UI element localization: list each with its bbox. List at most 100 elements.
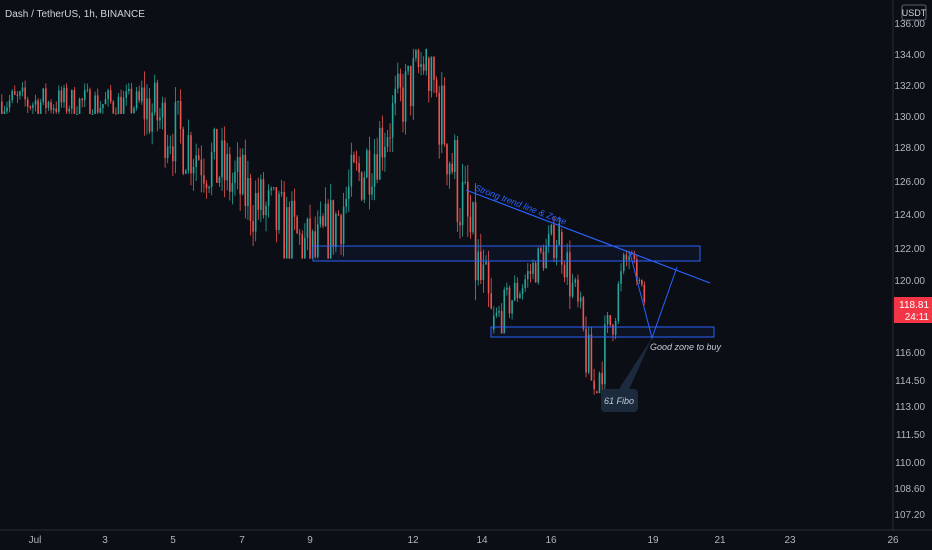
candle-body <box>582 297 585 329</box>
candle-body <box>16 94 19 96</box>
candle-body <box>1 101 3 114</box>
candle-body <box>115 113 117 115</box>
candle-body <box>133 107 135 114</box>
candle-body <box>529 271 532 274</box>
candle-body <box>112 101 115 114</box>
resistance-zone[interactable] <box>312 245 701 262</box>
candle-body <box>102 104 104 109</box>
candle-body <box>278 193 280 230</box>
candle-body <box>402 87 404 122</box>
candle-body <box>404 71 407 122</box>
candle-body <box>593 380 595 389</box>
fibo-callout-box[interactable] <box>601 389 638 412</box>
candle-body <box>187 135 190 171</box>
candle-body <box>628 256 630 260</box>
candle-body <box>146 98 148 120</box>
candle-body <box>503 289 506 334</box>
candle-body <box>566 252 568 278</box>
candle-body <box>205 183 208 189</box>
price-axis[interactable] <box>893 0 932 530</box>
candle-body <box>78 98 81 114</box>
candle-body <box>11 90 13 101</box>
candle-body <box>283 192 285 259</box>
fibo-label: 61 Fibo <box>604 396 634 406</box>
candle-body <box>358 163 360 173</box>
candle-body <box>604 324 606 385</box>
currency-badge-box[interactable] <box>901 4 927 21</box>
time-tick-label: 3 <box>102 535 108 546</box>
candle-body <box>606 315 609 325</box>
candles-layer <box>1 48 646 395</box>
candle-body <box>409 65 412 107</box>
candle-body <box>13 90 16 95</box>
candle-body <box>587 334 590 373</box>
candle-body <box>329 200 332 259</box>
candle-body <box>60 90 63 103</box>
candle-body <box>585 328 587 373</box>
candle-body <box>296 216 298 234</box>
time-axis[interactable] <box>0 530 932 550</box>
candle-body <box>633 253 636 260</box>
candle-body <box>221 140 223 178</box>
time-tick-label: 19 <box>647 535 659 546</box>
candle-body <box>306 218 309 238</box>
candle-body <box>96 95 99 113</box>
candle-body <box>381 127 384 158</box>
candle-body <box>524 279 526 289</box>
buy-zone[interactable] <box>490 326 715 338</box>
candle-body <box>417 50 420 67</box>
candle-body <box>65 87 68 112</box>
candle-body <box>511 300 513 314</box>
candle-body <box>141 87 143 102</box>
candle-body <box>71 90 73 109</box>
candle-body <box>574 279 577 283</box>
last-price-countdown: 24:11 <box>905 312 930 323</box>
candle-body <box>448 163 451 175</box>
candle-body <box>332 200 335 247</box>
price-tick-label: 136.00 <box>894 19 925 30</box>
candle-body <box>200 159 203 176</box>
candle-body <box>467 181 469 217</box>
candle-body <box>47 102 50 108</box>
candle-body <box>148 98 151 132</box>
candle-body <box>563 264 566 278</box>
candle-body <box>493 315 495 330</box>
candle-body <box>311 231 314 259</box>
candle-body <box>459 221 461 226</box>
symbol-title[interactable]: Dash / TetherUS, 1h, BINANCE <box>5 9 145 20</box>
candle-body <box>247 178 249 206</box>
candle-body <box>138 91 141 101</box>
candle-body <box>244 154 247 206</box>
candle-body <box>39 102 42 114</box>
candle-body <box>208 186 210 189</box>
candle-body <box>275 187 278 230</box>
candle-body <box>490 293 492 309</box>
candle-body <box>373 154 376 187</box>
candle-body <box>355 162 358 164</box>
price-tick-label: 107.20 <box>894 510 925 521</box>
candle-body <box>571 282 574 297</box>
trend-line[interactable] <box>465 189 711 284</box>
candle-body <box>508 287 511 314</box>
candle-body <box>577 279 579 302</box>
candle-body <box>120 96 122 114</box>
candle-body <box>182 128 185 174</box>
candle-body <box>350 154 353 187</box>
price-tick-label: 132.00 <box>894 81 925 92</box>
candle-body <box>192 167 195 174</box>
candle-body <box>128 88 130 92</box>
candle-body <box>151 112 153 132</box>
candle-body <box>8 100 11 108</box>
time-tick-label: 9 <box>307 535 313 546</box>
candle-body <box>399 73 402 88</box>
candle-body <box>420 64 422 67</box>
candle-body <box>324 203 327 226</box>
fibo-callout-pointer <box>617 338 652 392</box>
candle-body <box>32 104 34 108</box>
price-tick-label: 114.50 <box>895 376 925 387</box>
candle-body <box>394 88 397 104</box>
candle-body <box>52 108 55 111</box>
candle-body <box>534 262 537 283</box>
candle-body <box>487 261 490 294</box>
